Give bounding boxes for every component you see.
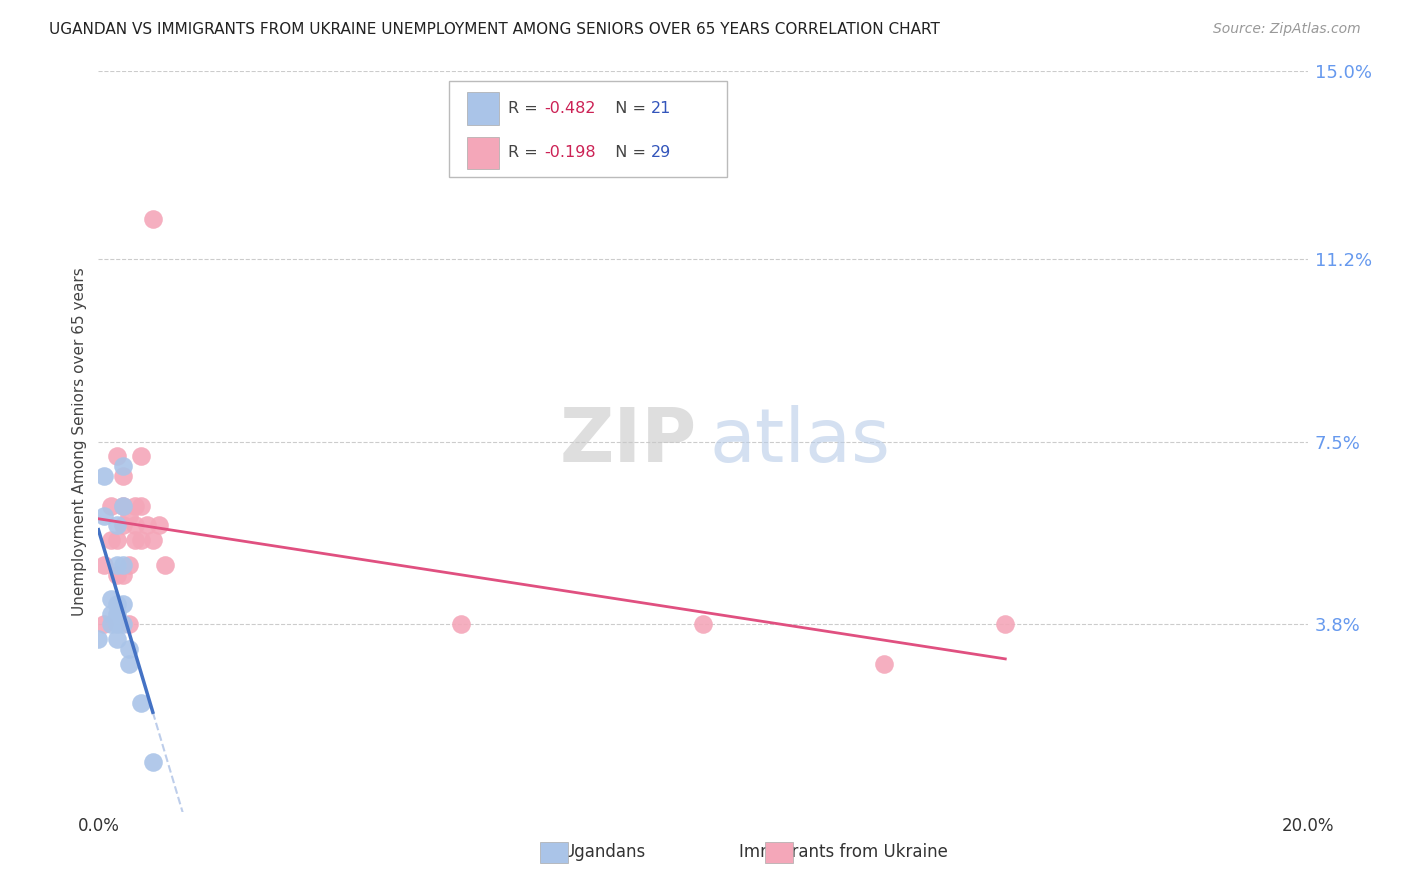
Point: [105, 533, 128, 548]
Point: [100, 499, 122, 513]
Point: [142, 756, 165, 770]
Point: [105, 607, 128, 622]
Text: -0.198: -0.198: [544, 145, 596, 161]
Point: [105, 567, 128, 582]
FancyBboxPatch shape: [467, 136, 499, 169]
Point: [148, 518, 170, 533]
Y-axis label: Unemployment Among Seniors over 65 years: Unemployment Among Seniors over 65 years: [72, 268, 87, 615]
Point: [93, 508, 115, 523]
Point: [124, 499, 146, 513]
Point: [450, 617, 472, 632]
Point: [124, 533, 146, 548]
Point: [118, 657, 141, 671]
Point: [118, 617, 141, 632]
Point: [111, 558, 134, 572]
Text: 29: 29: [651, 145, 671, 161]
Point: [135, 518, 157, 533]
Text: Immigrants from Ukraine: Immigrants from Ukraine: [740, 843, 948, 861]
Point: [100, 592, 122, 607]
Text: Ugandans: Ugandans: [562, 843, 647, 861]
Text: ZIP: ZIP: [560, 405, 697, 478]
Point: [873, 657, 896, 671]
Point: [142, 212, 165, 227]
Point: [994, 617, 1017, 632]
Point: [129, 499, 152, 513]
FancyBboxPatch shape: [467, 92, 499, 125]
Point: [118, 558, 141, 572]
Point: [100, 617, 122, 632]
Point: [129, 533, 152, 548]
Point: [100, 607, 122, 622]
FancyBboxPatch shape: [449, 81, 727, 178]
Text: N =: N =: [605, 145, 651, 161]
Point: [142, 533, 165, 548]
Point: [692, 617, 714, 632]
Point: [118, 641, 141, 656]
Text: atlas: atlas: [709, 405, 890, 478]
Point: [105, 598, 128, 612]
Point: [111, 499, 134, 513]
Point: [153, 558, 176, 572]
Point: [105, 617, 128, 632]
Point: [93, 617, 115, 632]
Point: [111, 598, 134, 612]
Point: [93, 469, 115, 483]
Text: UGANDAN VS IMMIGRANTS FROM UKRAINE UNEMPLOYMENT AMONG SENIORS OVER 65 YEARS CORR: UGANDAN VS IMMIGRANTS FROM UKRAINE UNEMP…: [49, 22, 941, 37]
Point: [111, 617, 134, 632]
Point: [105, 558, 128, 572]
Point: [111, 567, 134, 582]
Text: -0.482: -0.482: [544, 101, 596, 116]
Text: N =: N =: [605, 101, 651, 116]
Point: [111, 459, 134, 474]
Point: [129, 696, 152, 710]
Point: [105, 450, 128, 464]
Point: [111, 518, 134, 533]
Text: R =: R =: [509, 101, 543, 116]
Point: [129, 450, 152, 464]
Point: [118, 508, 141, 523]
Point: [111, 499, 134, 513]
Text: 21: 21: [651, 101, 672, 116]
Point: [105, 632, 128, 646]
Point: [100, 533, 122, 548]
Point: [111, 469, 134, 483]
Point: [87, 632, 110, 646]
Text: Source: ZipAtlas.com: Source: ZipAtlas.com: [1213, 22, 1361, 37]
Text: R =: R =: [509, 145, 543, 161]
Point: [124, 518, 146, 533]
Point: [105, 518, 128, 533]
Point: [93, 558, 115, 572]
